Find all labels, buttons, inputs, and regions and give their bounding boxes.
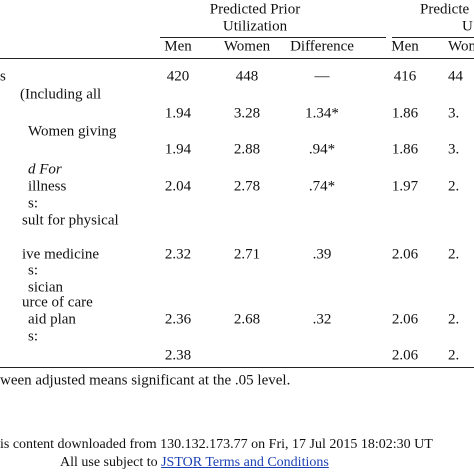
cell: 2.32 — [164, 246, 192, 263]
cell: 1.34* — [305, 105, 339, 122]
cell: 2. — [448, 311, 460, 328]
cell: 1.86 — [391, 105, 419, 122]
cell: 416 — [393, 68, 417, 85]
cell: 2. — [448, 178, 460, 195]
cell: 2.06 — [391, 311, 419, 328]
cell: 3.28 — [233, 105, 261, 122]
cell: 1.97 — [391, 178, 419, 195]
cell: 2. — [448, 246, 460, 263]
cell: 420 — [166, 68, 190, 85]
group-header: Predicted Prior — [209, 1, 301, 18]
cell: — — [314, 68, 330, 85]
cell: 2.36 — [164, 311, 192, 328]
cell: .94* — [308, 141, 336, 158]
cell: 2.71 — [233, 246, 261, 263]
row-label: s: — [28, 262, 39, 279]
cell: 3. — [448, 141, 460, 158]
row-label: aid plan — [28, 311, 76, 328]
cell: 448 — [235, 68, 259, 85]
group-header: Utilization — [222, 18, 288, 35]
footer-text: is content downloaded from 130.132.173.7… — [0, 437, 433, 452]
column-header: Wome — [448, 38, 474, 55]
row-label: s — [0, 68, 6, 85]
column-header: Men — [164, 38, 192, 55]
cell: 2.38 — [164, 347, 192, 364]
cell: .39 — [312, 246, 332, 263]
group-header: U — [462, 18, 473, 35]
rule — [0, 367, 474, 368]
row-label: s: — [28, 195, 39, 212]
row-label: s: — [28, 328, 39, 345]
cell: 2.88 — [233, 141, 261, 158]
cell: .32 — [312, 311, 332, 328]
cell: 2.06 — [391, 347, 419, 364]
column-header: Men — [391, 38, 419, 55]
footnote: ween adjusted means significant at the .… — [0, 372, 291, 389]
row-label: sician — [28, 279, 63, 296]
terms-link[interactable]: JSTOR Terms and Conditions — [161, 455, 329, 470]
rule — [160, 37, 386, 38]
group-header: Predicte — [420, 1, 470, 18]
cell: 2.78 — [233, 178, 261, 195]
rule — [392, 37, 474, 38]
rule — [0, 58, 474, 59]
column-header: Women — [223, 38, 271, 55]
footer-text: All use subject to — [60, 455, 158, 470]
cell: 44 — [448, 68, 463, 85]
row-label: (Including all — [20, 86, 102, 103]
cell: 1.86 — [391, 141, 419, 158]
row-label: sult for physical — [22, 212, 119, 229]
cell: 3. — [448, 105, 460, 122]
cell: 1.94 — [164, 105, 192, 122]
footer-text: All use subject to JSTOR Terms and Condi… — [60, 456, 329, 470]
row-label: ive medicine — [22, 246, 100, 263]
cell: 1.94 — [164, 141, 192, 158]
row-label: illness — [28, 178, 67, 195]
cell: 2.06 — [391, 246, 419, 263]
cell: 2. — [448, 347, 460, 364]
cell: 2.04 — [164, 178, 192, 195]
row-label: d For — [28, 161, 62, 178]
cell: .74* — [308, 178, 336, 195]
row-label: Women giving — [28, 123, 117, 140]
row-label: urce of care — [22, 294, 93, 311]
column-header: Difference — [290, 38, 354, 55]
cell: 2.68 — [233, 311, 261, 328]
